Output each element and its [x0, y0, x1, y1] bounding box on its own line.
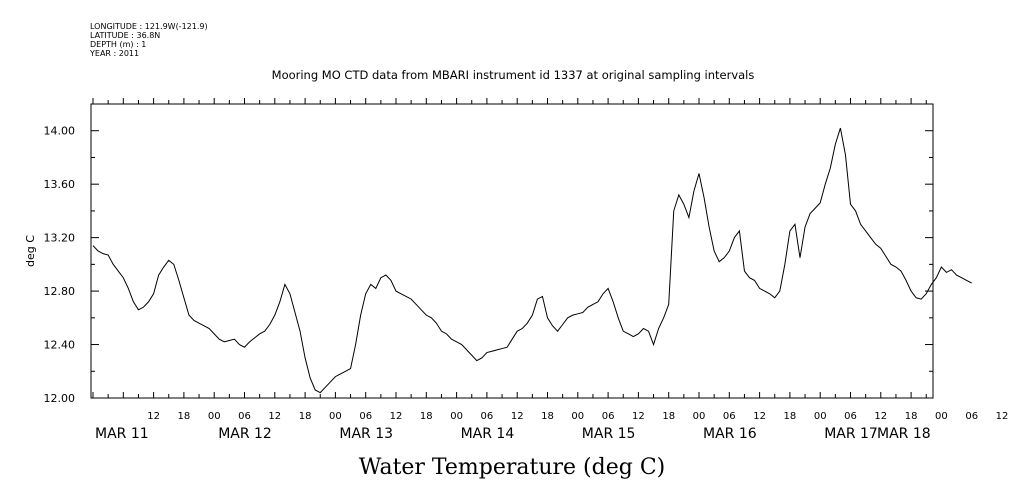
x-tick-label: 00	[935, 411, 948, 422]
y-axis-label: deg C	[24, 235, 37, 267]
x-tick-label: 00	[450, 411, 463, 422]
x-tick-label: 18	[420, 411, 433, 422]
y-tick-label: 12.40	[44, 339, 76, 352]
x-tick-label: 06	[844, 411, 857, 422]
date-label: MAR 16	[703, 426, 757, 442]
y-tick-label: 13.20	[44, 232, 76, 245]
date-label: MAR 12	[218, 426, 272, 442]
date-label: MAR 17	[824, 426, 878, 442]
x-tick-label: 12	[390, 411, 403, 422]
x-tick-label: 18	[784, 411, 797, 422]
x-tick-label: 06	[238, 411, 251, 422]
x-tick-label: 06	[602, 411, 615, 422]
y-tick-label: 12.80	[44, 285, 76, 298]
y-tick-label: 12.00	[44, 392, 76, 405]
longitude-label: LONGITUDE : 121.9W(-121.9)	[90, 22, 208, 31]
x-tick-label: 12	[632, 411, 645, 422]
x-tick-label: 18	[178, 411, 191, 422]
x-tick-label: 00	[814, 411, 827, 422]
x-tick-label: 06	[481, 411, 494, 422]
x-tick-label: 12	[874, 411, 887, 422]
x-tick-label: 12	[511, 411, 524, 422]
series-group	[92, 127, 972, 394]
x-tick-label: 00	[208, 411, 221, 422]
date-label: MAR 11	[95, 426, 149, 442]
x-tick-label: 06	[965, 411, 978, 422]
depth-label: DEPTH (m) : 1	[90, 40, 146, 49]
x-tick-label: 18	[662, 411, 675, 422]
year-label: YEAR : 2011	[89, 49, 139, 58]
series-line	[92, 127, 972, 394]
footer-title: Water Temperature (deg C)	[359, 455, 666, 480]
x-tick-label: 12	[996, 411, 1009, 422]
x-tick-label: 18	[299, 411, 312, 422]
x-axis: 12 18 00 06 12 18 00 06 12 18 00 06 12 18 00 06 12 18 00 06…	[92, 98, 1009, 442]
x-tick-label: 00	[571, 411, 584, 422]
latitude-label: LATITUDE : 36.8N	[90, 31, 160, 40]
date-label: MAR 15	[582, 426, 636, 442]
x-tick-label: 06	[359, 411, 372, 422]
date-label: MAR 14	[461, 426, 515, 442]
date-label: MAR 13	[339, 426, 393, 442]
x-tick-label: 00	[693, 411, 706, 422]
x-tick-label: 18	[905, 411, 918, 422]
x-tick-label: 00	[329, 411, 342, 422]
date-label: MAR 18	[877, 426, 931, 442]
chart-title: Mooring MO CTD data from MBARI instrumen…	[272, 68, 755, 82]
y-axis: 12.00 12.40 12.80 13.20 13.60 14.00	[44, 125, 933, 405]
plot-frame	[90, 103, 934, 399]
x-tick-label: 06	[723, 411, 736, 422]
x-tick-label: 12	[753, 411, 766, 422]
y-tick-label: 14.00	[44, 125, 76, 138]
x-tick-label: 12	[268, 411, 281, 422]
x-tick-label: 12	[147, 411, 160, 422]
y-tick-label: 13.60	[44, 178, 76, 191]
x-tick-label: 18	[541, 411, 554, 422]
